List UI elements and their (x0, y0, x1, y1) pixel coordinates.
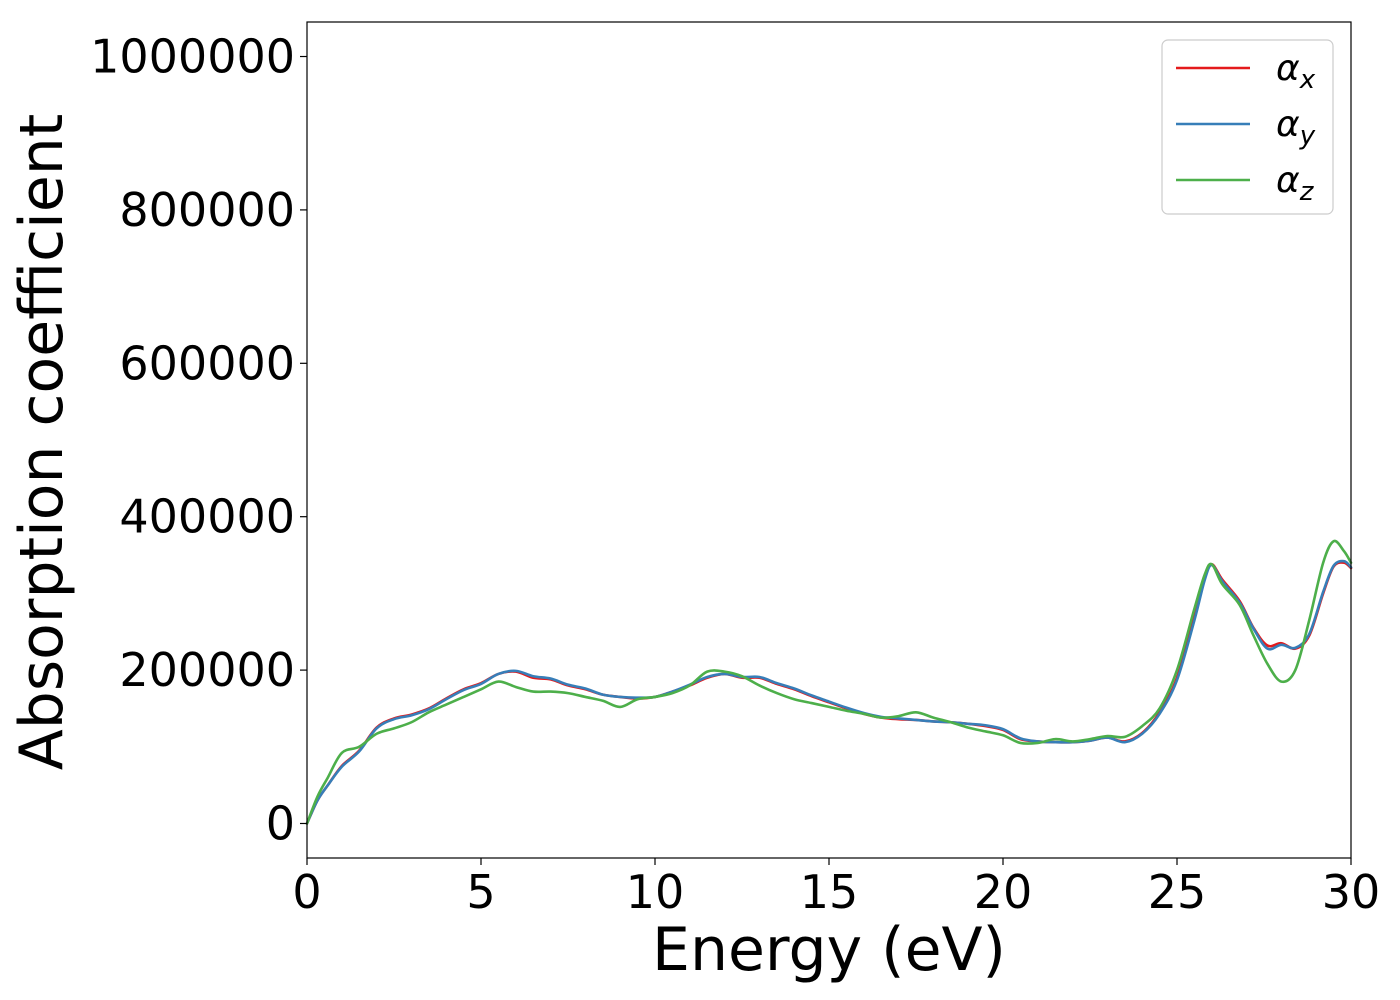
x-tick-label: 25 (1148, 865, 1207, 919)
y-tick-label: 200000 (119, 643, 295, 697)
x-tick-label: 0 (292, 865, 321, 919)
y-axis-title: Absorption coefficient (7, 114, 77, 771)
x-tick-label: 10 (626, 865, 685, 919)
legend: αx αy αz (1161, 39, 1334, 215)
legend-box (1161, 39, 1334, 215)
series-lines (305, 539, 1353, 825)
y-tick-label: 1000000 (90, 30, 295, 84)
y-tick-label: 600000 (119, 336, 295, 390)
x-tick-label: 30 (1322, 865, 1381, 919)
x-axis: 0 5 10 15 20 25 30 (292, 858, 1380, 919)
legend-label-alpha-y: αy (1276, 104, 1316, 151)
y-tick-label: 400000 (119, 490, 295, 544)
legend-label-alpha-z: αz (1276, 160, 1315, 207)
series-line-alpha-z (305, 539, 1353, 825)
y-tick-label: 0 (266, 796, 295, 850)
x-tick-label: 15 (800, 865, 859, 919)
legend-label-alpha-x: αx (1276, 48, 1316, 95)
x-axis-title: Energy (eV) (652, 915, 1006, 985)
x-tick-label: 5 (466, 865, 495, 919)
x-tick-label: 20 (974, 865, 1033, 919)
y-tick-label: 800000 (119, 183, 295, 237)
y-axis: 0 200000 400000 600000 800000 1000000 (90, 30, 307, 850)
